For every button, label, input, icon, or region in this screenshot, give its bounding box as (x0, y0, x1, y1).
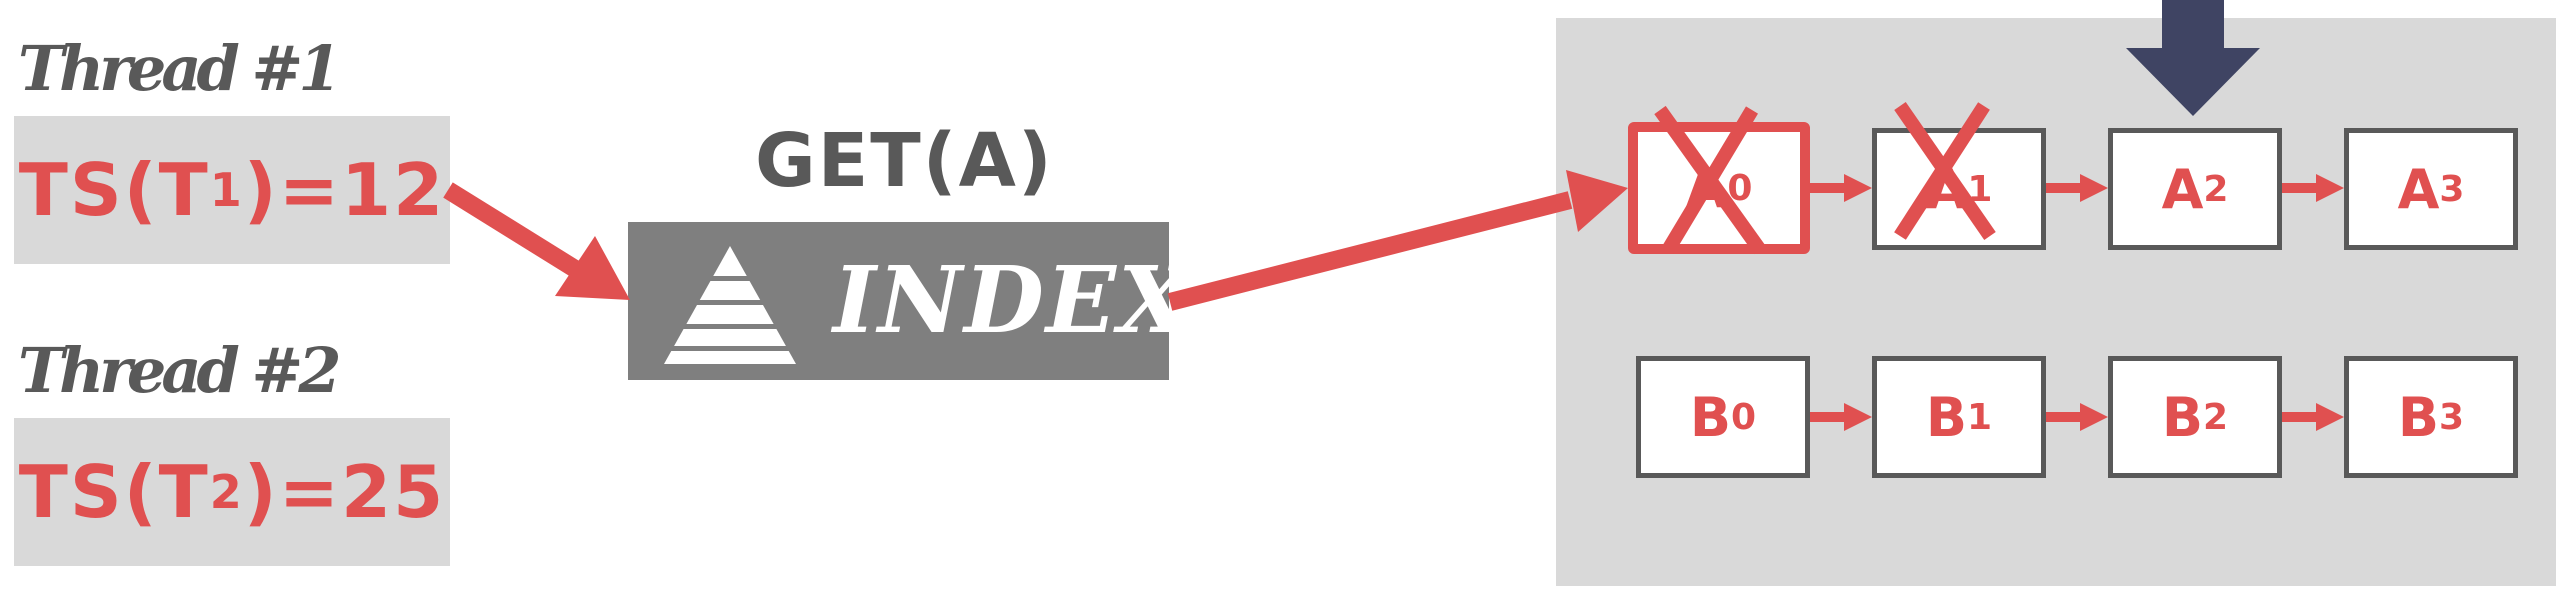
node-base: B (2161, 385, 2204, 449)
index-to-version-arrow (1167, 170, 1628, 311)
node-sub: 2 (2203, 396, 2229, 438)
operation-label: GET(A) (755, 118, 1054, 204)
ts-sub: 2 (209, 465, 244, 519)
node-base: A (2397, 157, 2440, 221)
chain-arrow-b2-b3 (2282, 403, 2344, 431)
node-base: B (1689, 385, 1732, 449)
node-sub: 2 (2203, 168, 2229, 210)
chain-arrow-b1-b2 (2046, 403, 2108, 431)
version-store-panel (1556, 18, 2556, 586)
ts-prefix: TS(T (18, 450, 210, 534)
node-base: B (1925, 385, 1968, 449)
index-label: INDEX (833, 246, 1192, 354)
cross-mark-a1 (1894, 102, 1996, 240)
node-base: A (2161, 157, 2204, 221)
chain-arrow-a2-a3 (2282, 174, 2344, 202)
cross-mark-a0 (1654, 105, 1766, 255)
thread-2-label: Thread #2 (18, 334, 342, 407)
pyramid-icon (650, 246, 810, 364)
thread-1-timestamp: TS(T 1)=12 (14, 116, 450, 264)
thread-2-timestamp: TS(T 2)=25 (14, 418, 450, 566)
index-box: INDEX (628, 222, 1189, 380)
ts-suffix: )=25 (243, 450, 446, 534)
chain-arrow-b0-b1 (1810, 403, 1872, 431)
chain-arrow-a0-a1 (1810, 174, 1872, 202)
thread-to-index-arrow (443, 182, 630, 300)
thread-1-label: Thread #1 (18, 32, 342, 105)
ts-suffix: )=12 (243, 148, 446, 232)
pointer-arrow (2126, 0, 2260, 116)
ts-prefix: TS(T (18, 148, 210, 232)
node-sub: 0 (1731, 396, 1757, 438)
node-sub: 3 (2439, 168, 2465, 210)
chain-arrow-a1-a2 (2046, 174, 2108, 202)
node-sub: 1 (1967, 396, 1993, 438)
node-base: B (2397, 385, 2440, 449)
ts-sub: 1 (209, 163, 244, 217)
node-sub: 3 (2439, 396, 2465, 438)
